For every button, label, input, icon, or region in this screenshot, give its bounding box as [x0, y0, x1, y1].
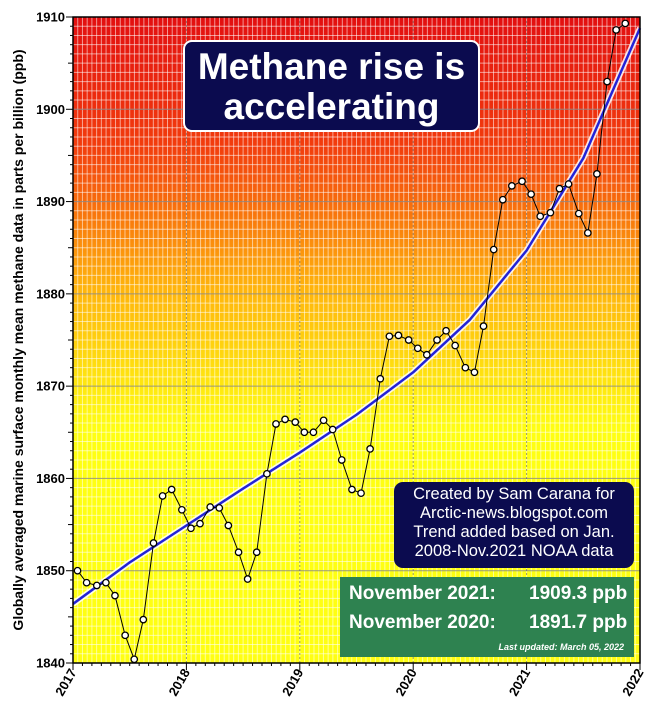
- data-point: [461, 363, 470, 372]
- credit-line-4: 2008-Nov.2021 NOAA data: [414, 542, 614, 560]
- chart-title-box: Methane rise is accelerating: [183, 40, 480, 132]
- y-tick-label: 1860: [36, 471, 65, 486]
- data-summary-box: November 2021: 1909.3 ppb November 2020:…: [340, 577, 634, 657]
- data-point: [357, 489, 365, 498]
- data-point: [215, 504, 224, 512]
- data-point: [82, 578, 91, 587]
- data-point: [498, 195, 507, 204]
- data-point: [187, 524, 195, 533]
- data-point: [178, 505, 186, 514]
- data-row-value: 1909.3 ppb: [529, 583, 628, 604]
- y-tick-label: 1900: [36, 102, 65, 117]
- data-point: [536, 212, 545, 221]
- data-point: [158, 492, 167, 500]
- data-point: [309, 428, 318, 437]
- data-point: [300, 428, 309, 437]
- data-point: [518, 177, 526, 186]
- data-point: [130, 655, 139, 664]
- data-point: [433, 336, 441, 344]
- data-point: [291, 418, 300, 426]
- data-point: [413, 344, 422, 353]
- data-point: [243, 575, 252, 583]
- x-axis-ticks: 2017 2018 2019 2020 2021 2022: [52, 663, 647, 699]
- last-updated-note: Last updated: March 05, 2022: [498, 642, 624, 652]
- data-point: [574, 209, 583, 218]
- data-point: [319, 416, 328, 425]
- data-point: [196, 519, 204, 528]
- data-row-label: November 2020:: [349, 612, 496, 633]
- data-point: [102, 578, 110, 587]
- data-point: [564, 180, 573, 188]
- data-point: [442, 326, 450, 335]
- trend-line-path: [72, 27, 642, 605]
- y-axis-label: Globally averaged marine surface monthly…: [10, 49, 26, 631]
- data-point: [621, 19, 630, 28]
- y-axis-ticks: 1840 1850 1860 1870 1880 1890 1900 1910: [36, 10, 73, 671]
- data-point: [281, 415, 289, 424]
- data-point: [121, 631, 130, 640]
- data-point: [489, 245, 498, 254]
- data-row-value: 1891.7 ppb: [529, 612, 628, 633]
- y-tick-label: 1880: [36, 286, 65, 301]
- credit-box: Created by Sam Carana for Arctic-news.bl…: [394, 482, 634, 568]
- data-point: [546, 208, 555, 217]
- data-point: [252, 548, 261, 557]
- data-point: [139, 615, 148, 624]
- data-point: [224, 521, 233, 530]
- data-point: [612, 26, 621, 34]
- y-tick-label: 1870: [36, 379, 65, 394]
- credit-line-3: Trend added based on Jan.: [413, 523, 615, 541]
- data-point: [206, 503, 215, 511]
- trend-line: [71, 26, 643, 607]
- chart-title-line-1: Methane rise is: [197, 46, 466, 87]
- data-point: [593, 170, 601, 178]
- data-point: [422, 350, 431, 359]
- data-point: [479, 322, 488, 331]
- data-point: [603, 77, 611, 86]
- data-point: [73, 566, 82, 575]
- data-point: [583, 229, 592, 237]
- y-tick-label: 1910: [36, 10, 65, 25]
- data-point: [555, 184, 564, 193]
- data-point: [394, 331, 403, 340]
- data-point: [404, 336, 413, 344]
- data-series: [73, 19, 630, 664]
- x-tick-label: 2018: [166, 666, 193, 699]
- credit-line-2: Arctic-news.blogspot.com: [420, 504, 608, 522]
- data-point: [111, 591, 119, 600]
- data-point: [149, 539, 158, 547]
- x-tick-label: 2019: [279, 666, 306, 699]
- x-tick-label: 2020: [392, 666, 419, 699]
- x-tick-label: 2021: [506, 666, 533, 699]
- data-point: [348, 485, 356, 494]
- y-tick-label: 1850: [36, 563, 65, 578]
- data-point: [167, 485, 176, 494]
- data-point: [527, 190, 535, 199]
- credit-line-1: Created by Sam Carana for: [413, 485, 615, 503]
- data-point: [92, 581, 101, 590]
- data-point: [337, 456, 346, 464]
- data-row-label: November 2021:: [349, 583, 496, 604]
- data-point: [263, 469, 271, 478]
- chart-title-line-2: accelerating: [223, 86, 440, 127]
- data-point: [328, 425, 337, 434]
- data-point: [234, 548, 243, 557]
- data-point: [366, 445, 374, 453]
- data-point: [272, 420, 280, 428]
- y-tick-label: 1840: [36, 656, 65, 671]
- data-point: [508, 182, 516, 190]
- data-point: [451, 341, 460, 350]
- y-tick-label: 1890: [36, 194, 65, 209]
- data-point: [385, 332, 394, 341]
- data-point: [470, 368, 479, 377]
- data-point: [376, 374, 385, 383]
- x-tick-label: 2017: [52, 666, 79, 699]
- x-tick-label: 2022: [619, 666, 646, 699]
